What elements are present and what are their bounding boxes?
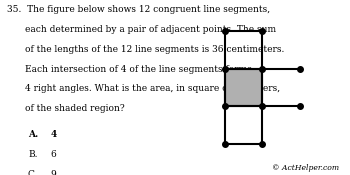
Text: Each intersection of 4 of the line segments forms: Each intersection of 4 of the line segme… <box>25 65 251 74</box>
Point <box>297 67 303 70</box>
Point <box>222 67 228 70</box>
Text: © ActHelper.com: © ActHelper.com <box>272 163 340 172</box>
Text: B.: B. <box>28 150 37 159</box>
Point <box>222 30 228 33</box>
Text: of the shaded region?: of the shaded region? <box>25 104 124 113</box>
Text: each determined by a pair of adjacent points. The sum: each determined by a pair of adjacent po… <box>25 25 276 34</box>
Text: A.: A. <box>28 130 38 139</box>
Point <box>297 105 303 108</box>
Bar <box>225 69 262 106</box>
Text: of the lengths of the 12 line segments is 36 centimeters.: of the lengths of the 12 line segments i… <box>25 45 284 54</box>
Text: C.: C. <box>28 170 37 175</box>
Point <box>222 143 228 145</box>
Point <box>259 143 265 145</box>
Point <box>259 105 265 108</box>
Point <box>222 105 228 108</box>
Text: 4 right angles. What is the area, in square centimeters,: 4 right angles. What is the area, in squ… <box>25 84 280 93</box>
Point <box>259 30 265 33</box>
Text: 35.  The figure below shows 12 congruent line segments,: 35. The figure below shows 12 congruent … <box>7 5 270 14</box>
Text: 6: 6 <box>51 150 56 159</box>
Text: 4: 4 <box>51 130 57 139</box>
Point <box>259 67 265 70</box>
Text: 9: 9 <box>51 170 56 175</box>
